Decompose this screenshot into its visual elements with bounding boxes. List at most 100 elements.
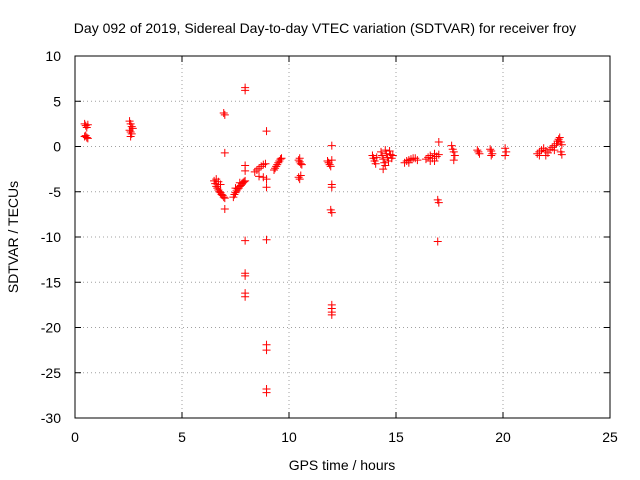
- data-point: [501, 144, 510, 153]
- data-point: [126, 132, 135, 141]
- data-point: [402, 156, 411, 165]
- data-point: [231, 184, 240, 193]
- data-point: [557, 140, 566, 149]
- data-point: [241, 236, 250, 245]
- data-point: [386, 150, 395, 159]
- data-point: [128, 124, 137, 133]
- data-point: [553, 137, 562, 146]
- data-point: [379, 165, 388, 174]
- data-point: [327, 310, 336, 319]
- data-point: [449, 156, 458, 165]
- data-point: [533, 149, 542, 158]
- y-tick-label: 10: [45, 48, 61, 64]
- data-point: [81, 121, 90, 130]
- data-point: [241, 292, 250, 301]
- data-point: [327, 208, 336, 217]
- data-point: [557, 150, 566, 159]
- data-point: [255, 172, 264, 181]
- data-point: [327, 156, 336, 165]
- data-point: [230, 190, 239, 199]
- data-point: [80, 132, 89, 141]
- data-point: [294, 156, 303, 165]
- data-point: [241, 166, 250, 175]
- y-tick-label: -5: [49, 184, 62, 200]
- data-point: [475, 149, 484, 158]
- data-point: [327, 141, 336, 150]
- data-point: [261, 159, 270, 168]
- data-point: [404, 158, 413, 167]
- data-point: [262, 388, 271, 397]
- chart-title: Day 092 of 2019, Sidereal Day-to-day VTE…: [74, 20, 576, 36]
- data-point: [295, 175, 304, 184]
- data-point: [377, 147, 386, 156]
- y-tick-label: 5: [53, 93, 61, 109]
- x-tick-label: 10: [281, 429, 297, 445]
- data-point: [473, 146, 482, 155]
- data-point: [381, 161, 390, 170]
- data-point: [274, 158, 283, 167]
- data-point: [240, 177, 249, 186]
- data-point: [474, 147, 483, 156]
- data-point: [272, 162, 281, 171]
- data-point: [388, 151, 397, 160]
- data-point: [257, 162, 266, 171]
- data-point: [378, 151, 387, 160]
- grid-lines: [75, 56, 610, 418]
- data-point: [296, 171, 305, 180]
- data-point: [424, 153, 433, 162]
- data-point: [220, 110, 229, 119]
- data-point: [372, 153, 381, 162]
- tick-labels: 0 5 10 15 20 25 -30 -25 -20 -15 -10 -5 0 5 10: [41, 48, 618, 445]
- y-axis-label: SDTVAR / TECUs: [5, 181, 21, 293]
- data-point: [241, 86, 250, 95]
- data-points: [80, 83, 566, 397]
- data-point: [262, 346, 271, 355]
- data-point: [555, 133, 564, 142]
- data-point: [406, 155, 415, 164]
- data-point: [502, 147, 511, 156]
- x-tick-label: 5: [178, 429, 186, 445]
- data-point: [447, 141, 456, 150]
- data-point: [325, 160, 334, 169]
- data-point: [371, 159, 380, 168]
- x-tick-label: 25: [602, 429, 618, 445]
- data-point: [277, 154, 286, 163]
- y-tick-label: -20: [41, 320, 61, 336]
- y-tick-label: 0: [53, 139, 61, 155]
- data-point: [421, 155, 430, 164]
- data-point: [262, 175, 271, 184]
- plot-frame: [74, 55, 611, 419]
- data-point: [241, 176, 250, 185]
- data-point: [426, 156, 435, 165]
- data-point: [541, 151, 550, 160]
- data-point: [262, 235, 271, 244]
- data-point: [487, 151, 496, 160]
- data-point: [255, 164, 264, 173]
- data-point: [449, 147, 458, 156]
- data-point: [219, 109, 228, 118]
- y-tick-label: -15: [41, 274, 61, 290]
- data-point: [252, 166, 261, 175]
- data-point: [294, 173, 303, 182]
- data-point: [434, 137, 443, 146]
- data-point: [262, 183, 271, 192]
- data-point: [379, 155, 388, 164]
- data-point: [270, 166, 279, 175]
- data-point: [212, 182, 221, 191]
- data-point: [550, 146, 559, 155]
- data-point: [381, 146, 390, 155]
- data-point: [213, 184, 222, 193]
- data-point: [486, 145, 495, 154]
- data-point: [271, 164, 280, 173]
- data-point: [125, 126, 134, 135]
- data-point: [276, 155, 285, 164]
- data-point: [216, 180, 225, 189]
- data-point: [259, 173, 268, 182]
- data-point: [259, 160, 268, 169]
- x-axis-label: GPS time / hours: [289, 457, 396, 473]
- data-point: [220, 194, 229, 203]
- data-point: [450, 151, 459, 160]
- x-tick-label: 20: [495, 429, 511, 445]
- data-point: [411, 154, 420, 163]
